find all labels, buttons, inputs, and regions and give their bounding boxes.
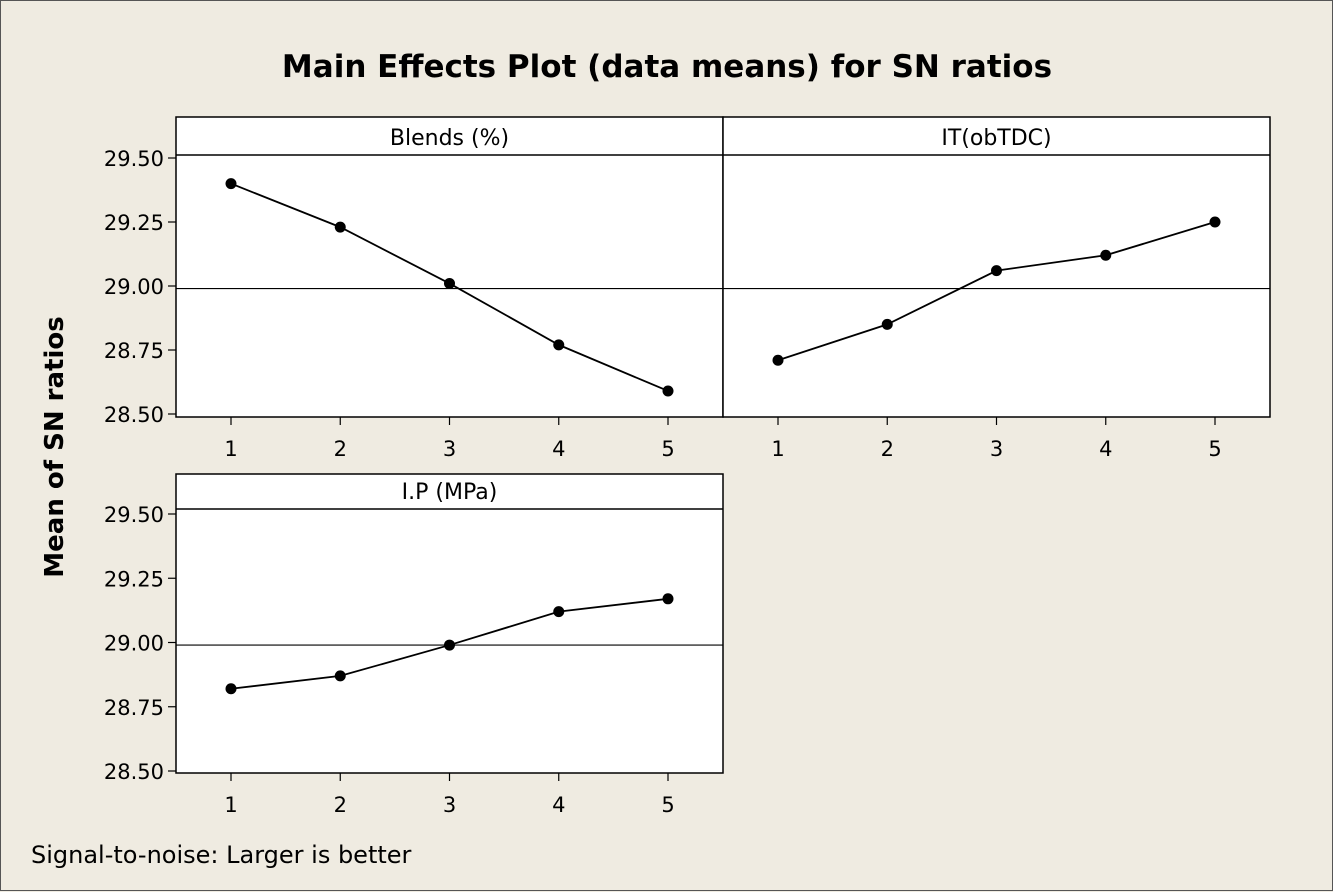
x-tick-label: 1	[771, 437, 784, 461]
data-point	[991, 265, 1002, 277]
data-point	[334, 221, 346, 233]
data-point	[553, 606, 565, 618]
y-tick-label: 29.00	[104, 632, 164, 656]
y-tick-label: 29.00	[104, 275, 164, 299]
panel-title: IT(obTDC)	[941, 126, 1051, 151]
y-tick-label: 28.50	[104, 760, 164, 784]
y-tick-label: 29.25	[104, 211, 164, 235]
data-point	[553, 339, 565, 351]
data-point	[1100, 249, 1112, 261]
data-point	[225, 178, 237, 190]
x-tick-label: 2	[334, 437, 347, 461]
panel-title: I.P (MPa)	[402, 480, 498, 505]
x-tick-label: 3	[443, 437, 456, 461]
data-point	[662, 385, 674, 397]
panel-2: IT(obTDC) 1 2 3 4 5	[722, 116, 1271, 461]
data-point	[1209, 216, 1221, 228]
chart-title: Main Effects Plot (data means) for SN ra…	[282, 49, 1052, 85]
x-tick-label: 4	[1099, 437, 1112, 461]
data-point	[334, 670, 346, 682]
x-tick-label: 5	[1208, 437, 1221, 461]
data-point	[444, 277, 455, 289]
y-tick-label: 28.75	[104, 696, 164, 720]
data-point	[881, 318, 893, 330]
x-tick-label: 2	[881, 437, 894, 461]
x-tick-label: 1	[224, 793, 237, 817]
panel-background	[175, 116, 724, 418]
x-tick-label: 4	[552, 437, 565, 461]
data-point	[225, 683, 237, 695]
x-tick-label: 4	[552, 793, 565, 817]
data-point	[662, 593, 674, 605]
data-point	[444, 639, 455, 651]
panel-background	[175, 473, 724, 774]
panel-1: Blends (%) 29.50 29.25 29.00 28.75 28.50 1 2 3 4 5	[104, 116, 724, 461]
x-tick-label: 3	[990, 437, 1003, 461]
x-tick-label: 2	[334, 793, 347, 817]
footnote: Signal-to-noise: Larger is better	[31, 841, 412, 869]
x-tick-label: 3	[443, 793, 456, 817]
panel-title: Blends (%)	[390, 126, 509, 151]
y-tick-label: 29.50	[104, 147, 164, 171]
y-tick-label: 29.25	[104, 567, 164, 591]
x-tick-label: 5	[661, 437, 674, 461]
panel-3: I.P (MPa) 29.50 29.25 29.00 28.75 28.50 1 2 3 4 5	[104, 473, 724, 817]
data-point	[772, 354, 784, 366]
y-tick-label: 29.50	[104, 503, 164, 527]
y-tick-label: 28.50	[104, 403, 164, 427]
panels-layer: Blends (%) 29.50 29.25 29.00 28.75 28.50 1 2 3 4 5…	[104, 116, 1271, 817]
x-tick-label: 5	[661, 793, 674, 817]
y-tick-label: 28.75	[104, 339, 164, 363]
x-tick-label: 1	[224, 437, 237, 461]
y-axis-label: Mean of SN ratios	[40, 316, 70, 577]
